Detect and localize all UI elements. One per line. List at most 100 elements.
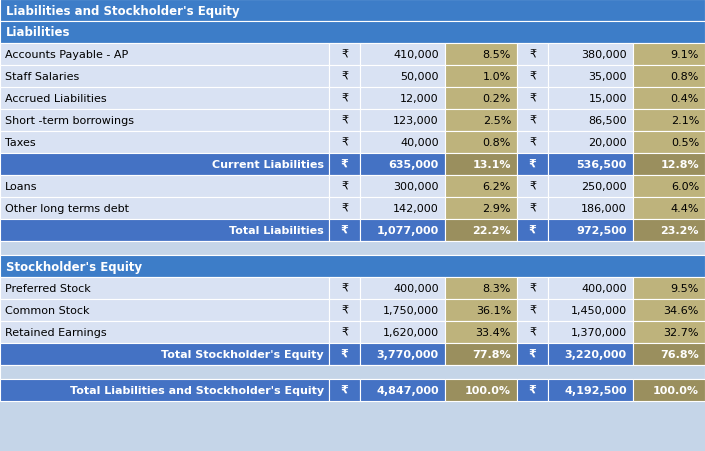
Text: ₹: ₹ [529, 226, 537, 235]
Bar [360, 88, 445, 110]
Text: 15,000: 15,000 [589, 94, 627, 104]
Text: Accounts Payable - AP: Accounts Payable - AP [5, 50, 128, 60]
Text: 50,000: 50,000 [400, 72, 439, 82]
Text: ₹: ₹ [529, 305, 537, 315]
Text: Accrued Liabilities: Accrued Liabilities [5, 94, 106, 104]
Bar [0, 175, 329, 198]
Bar [548, 66, 633, 88]
Bar [329, 132, 360, 154]
Bar [633, 220, 705, 241]
Text: ₹: ₹ [341, 160, 348, 170]
Bar [0, 154, 329, 175]
Text: 186,000: 186,000 [582, 203, 627, 213]
Bar [517, 88, 548, 110]
Text: 380,000: 380,000 [582, 50, 627, 60]
Bar [548, 132, 633, 154]
Text: 3,220,000: 3,220,000 [565, 349, 627, 359]
Text: Taxes: Taxes [5, 138, 36, 147]
Bar [360, 299, 445, 321]
Text: 4.4%: 4.4% [670, 203, 699, 213]
Bar [0, 220, 329, 241]
Text: ₹: ₹ [529, 349, 537, 359]
Text: ₹: ₹ [341, 203, 348, 213]
Bar [0, 299, 329, 321]
Bar [517, 175, 548, 198]
Bar [0, 198, 329, 220]
Text: 410,000: 410,000 [393, 50, 439, 60]
Bar [360, 198, 445, 220]
Bar [329, 321, 360, 343]
Text: Total Stockholder's Equity: Total Stockholder's Equity [161, 349, 324, 359]
Bar [0, 22, 705, 44]
Text: 13.1%: 13.1% [472, 160, 511, 170]
Bar [517, 44, 548, 66]
Bar [517, 321, 548, 343]
Text: 400,000: 400,000 [393, 283, 439, 293]
Text: ₹: ₹ [341, 94, 348, 104]
Bar [445, 88, 517, 110]
Text: 2.1%: 2.1% [670, 116, 699, 126]
Bar [0, 88, 329, 110]
Bar [360, 220, 445, 241]
Bar [360, 175, 445, 198]
Bar [360, 110, 445, 132]
Bar [548, 175, 633, 198]
Text: 4,192,500: 4,192,500 [564, 385, 627, 395]
Text: ₹: ₹ [341, 138, 348, 147]
Bar [360, 379, 445, 401]
Text: ₹: ₹ [529, 203, 537, 213]
Text: 0.5%: 0.5% [670, 138, 699, 147]
Bar [633, 132, 705, 154]
Bar [548, 220, 633, 241]
Bar [329, 220, 360, 241]
Text: 123,000: 123,000 [393, 116, 439, 126]
Text: Liabilities and Stockholder's Equity: Liabilities and Stockholder's Equity [6, 5, 240, 18]
Bar [633, 175, 705, 198]
Text: Loans: Loans [5, 182, 37, 192]
Bar [517, 379, 548, 401]
Bar [548, 44, 633, 66]
Text: 6.2%: 6.2% [483, 182, 511, 192]
Bar [0, 44, 329, 66]
Text: 0.2%: 0.2% [483, 94, 511, 104]
Bar [329, 110, 360, 132]
Bar [445, 154, 517, 175]
Bar [445, 220, 517, 241]
Text: ₹: ₹ [529, 327, 537, 337]
Text: 0.8%: 0.8% [670, 72, 699, 82]
Text: ₹: ₹ [341, 385, 348, 395]
Text: ₹: ₹ [529, 385, 537, 395]
Text: ₹: ₹ [529, 72, 537, 82]
Bar [633, 110, 705, 132]
Bar [633, 321, 705, 343]
Text: ₹: ₹ [341, 349, 348, 359]
Text: ₹: ₹ [529, 283, 537, 293]
Bar [445, 299, 517, 321]
Bar [360, 321, 445, 343]
Bar [517, 154, 548, 175]
Text: ₹: ₹ [341, 50, 348, 60]
Text: 12.8%: 12.8% [661, 160, 699, 170]
Bar [548, 88, 633, 110]
Bar [0, 66, 329, 88]
Bar [633, 66, 705, 88]
Text: ₹: ₹ [529, 116, 537, 126]
Bar [633, 88, 705, 110]
Bar [633, 198, 705, 220]
Text: 32.7%: 32.7% [663, 327, 699, 337]
Text: 635,000: 635,000 [388, 160, 439, 170]
Text: 1,750,000: 1,750,000 [383, 305, 439, 315]
Bar [548, 154, 633, 175]
Bar [329, 44, 360, 66]
Bar [633, 277, 705, 299]
Text: 0.8%: 0.8% [483, 138, 511, 147]
Bar [517, 220, 548, 241]
Text: ₹: ₹ [341, 283, 348, 293]
Bar [0, 321, 329, 343]
Text: ₹: ₹ [529, 138, 537, 147]
Text: 3,770,000: 3,770,000 [376, 349, 439, 359]
Text: 1,620,000: 1,620,000 [383, 327, 439, 337]
Text: 12,000: 12,000 [400, 94, 439, 104]
Text: 20,000: 20,000 [588, 138, 627, 147]
Bar [633, 379, 705, 401]
